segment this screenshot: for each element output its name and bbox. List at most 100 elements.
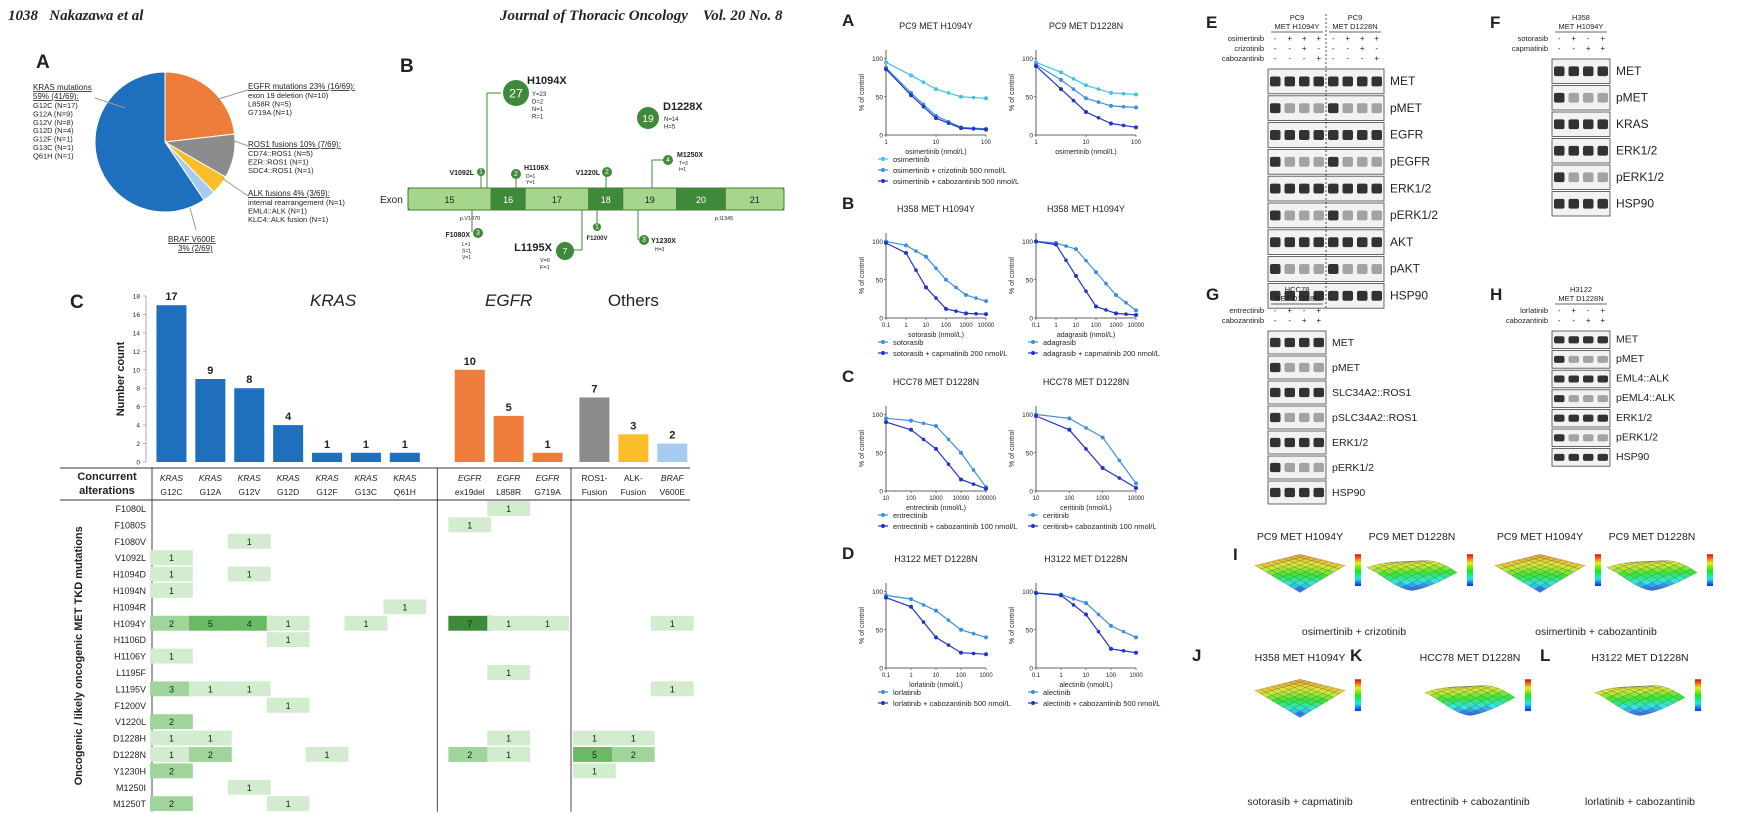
heatmap-cell <box>487 747 531 762</box>
dose-legend-marker <box>881 351 885 355</box>
dose-curve-adagrasib <box>1035 240 1137 316</box>
dose-point <box>944 277 948 282</box>
wb-band-strip <box>1267 256 1385 282</box>
dose-point <box>946 462 951 467</box>
ros1-item: CD74::ROS1 (N=5) <box>248 149 313 158</box>
synergy-caption-l: lorlatinib + cabozantinib <box>1585 796 1695 808</box>
heatmap-cell <box>487 615 531 631</box>
exon-number-17: 17 <box>552 195 562 205</box>
h1106x-label: H1106X <box>524 165 549 172</box>
wb-band <box>1284 290 1295 301</box>
dose-curve-adagrasib <box>1035 240 1137 311</box>
dose-xlabel: adagrasib (nmol/L) <box>1057 332 1115 339</box>
bar-ytick: 6 <box>136 404 140 411</box>
dose-point <box>971 651 976 656</box>
dose-point <box>954 285 958 290</box>
wb-band-strip <box>1551 330 1611 350</box>
wb-sign: - <box>1274 316 1277 325</box>
d1228x-count: 19 <box>642 114 654 125</box>
authors: Nakazawa et al <box>49 8 144 24</box>
col-top-label: KRAS <box>393 473 416 483</box>
dose-point <box>1067 427 1072 432</box>
wb-sign: - <box>1332 44 1335 53</box>
v1092l-circle <box>477 168 485 176</box>
wb-band-label-hsp90: HSP90 <box>1332 487 1365 499</box>
wb-band-label-pmet: pMET <box>1332 362 1361 374</box>
wb-sign: + <box>1302 44 1307 53</box>
dose-point <box>1121 648 1126 653</box>
wb-band <box>1284 156 1295 167</box>
synergy-colorbar-segment <box>1525 701 1531 704</box>
wb-sign: - <box>1288 316 1291 325</box>
wb-band <box>1299 462 1310 473</box>
heatmap-cell <box>188 730 232 746</box>
wb-band <box>1597 198 1608 209</box>
synergy-colorbar-segment <box>1595 577 1601 580</box>
dose-point <box>934 608 938 613</box>
synergy-colorbar-segment <box>1707 555 1713 558</box>
dose-ytick: 0 <box>879 666 883 673</box>
heatmap-cell <box>487 730 531 746</box>
wb-sign: + <box>1374 34 1379 43</box>
heatmap-cell-value: 1 <box>506 750 511 760</box>
wb-band <box>1313 103 1324 114</box>
egfr-title: EGFR mutations 23% (16/69): <box>248 82 355 91</box>
row-label-f1080l: F1080L <box>115 504 146 514</box>
dose-xtick: 0.1 <box>882 673 891 679</box>
heatmap-cell <box>573 730 616 746</box>
wb-sign: + <box>1600 34 1605 43</box>
group-label-kras: KRAS <box>310 291 357 310</box>
wb-band <box>1313 337 1324 348</box>
dose-curve-osimertinib <box>1035 61 1137 96</box>
dose-xtick: 1000 <box>1096 496 1110 502</box>
row-label-f1200v: F1200V <box>114 701 146 711</box>
wb-drug-label: cabozantinib <box>1222 316 1264 325</box>
dose-xtick: 100 <box>906 496 917 502</box>
group-label-egfr: EGFR <box>485 291 532 310</box>
dose-xlabel: ceritinib (nmol/L) <box>1060 505 1112 512</box>
synergy-colorbar-segment <box>1467 562 1473 564</box>
heatmap-cell <box>611 747 655 762</box>
synergy-colorbar-segment <box>1707 576 1713 579</box>
ros1-pointer <box>231 139 249 147</box>
wb-band <box>1270 76 1281 87</box>
wb-band <box>1328 103 1339 114</box>
synergy-colorbar-segment <box>1355 698 1361 701</box>
dose-ylabel: % of control <box>859 74 866 111</box>
synergy-colorbar-segment <box>1595 584 1601 587</box>
heatmap-cell <box>573 747 616 762</box>
wb-sign: - <box>1572 316 1575 325</box>
synergy-colorbar-segment <box>1467 571 1473 574</box>
dose-point <box>1096 100 1101 104</box>
col-bottom-label: G12V <box>238 487 260 497</box>
f1080x-detail: L=1 <box>462 242 471 248</box>
dose-xtick: 100 <box>1131 140 1142 146</box>
dose-point <box>946 437 951 442</box>
heatmap-cell-value: 1 <box>169 652 174 662</box>
dose-point <box>884 67 888 72</box>
wb-sign: + <box>1600 44 1605 53</box>
heatmap-cell <box>150 583 193 598</box>
synergy-colorbar-segment <box>1467 577 1473 580</box>
bar-ros1-fusion <box>579 397 610 462</box>
row-axis-title: Oncogenic / likely oncogenic MET TKD mut… <box>73 526 85 785</box>
wb-band <box>1270 387 1281 398</box>
wb-band-strip <box>1551 350 1611 369</box>
dose-point <box>934 446 938 451</box>
synergy-colorbar-segment <box>1525 687 1531 689</box>
wb-band-label-perk12: pERK1/2 <box>1616 170 1664 184</box>
dose-point <box>884 420 888 425</box>
wb-band <box>1342 290 1353 301</box>
heatmap-cell <box>150 796 193 812</box>
dose-point <box>971 631 976 636</box>
row-label-d1228h: D1228H <box>113 734 146 744</box>
dose-curve-entrectinib <box>885 421 987 490</box>
synergy-colorbar-segment <box>1355 570 1361 572</box>
dose-xtick: 0.1 <box>1032 673 1041 679</box>
wb-lane-title: PC9 <box>1348 13 1363 22</box>
synergy-surface-j <box>1254 679 1361 718</box>
wb-band <box>1568 434 1579 442</box>
col-top-label: ALK- <box>624 473 643 483</box>
dose-point <box>909 427 913 432</box>
dose-point <box>971 95 976 100</box>
